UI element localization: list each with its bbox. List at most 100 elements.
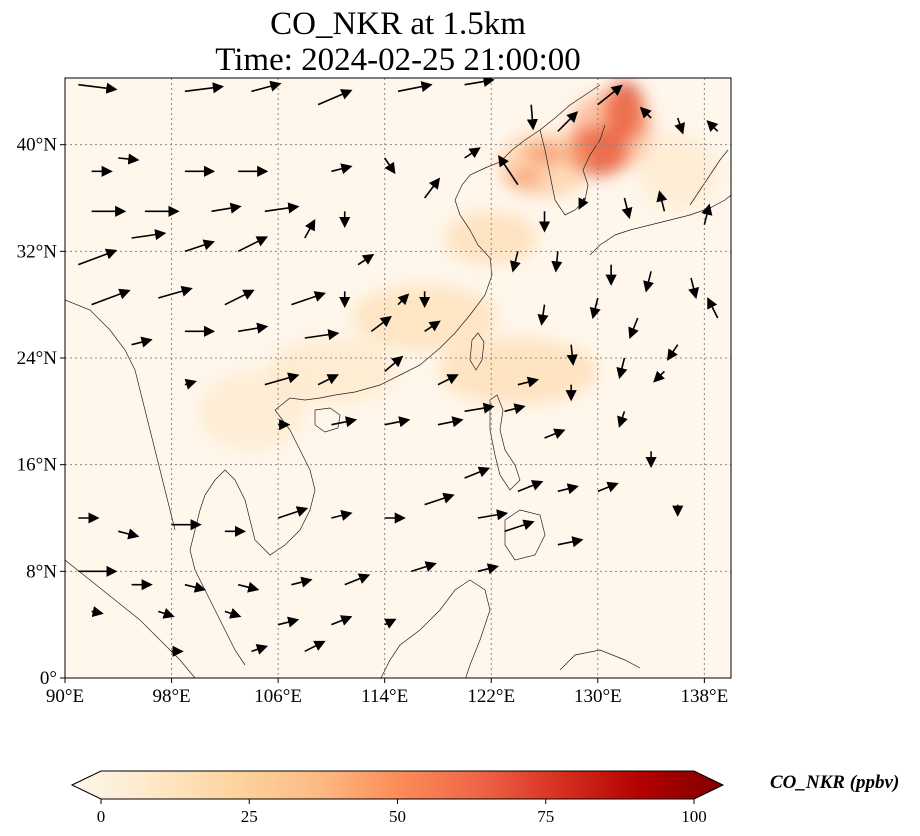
colorbar-tick-label: 100 — [681, 807, 707, 826]
wind-arrow — [384, 618, 397, 629]
wind-arrow — [411, 561, 437, 573]
wind-arrow — [331, 615, 353, 626]
wind-arrow — [131, 229, 167, 241]
wind-arrow — [504, 519, 535, 533]
wind-arrow — [238, 322, 269, 334]
wind-arrow — [566, 344, 578, 366]
wind-arrow — [639, 106, 652, 119]
wind-arrow — [317, 89, 353, 106]
wind-arrow — [384, 416, 411, 428]
wind-arrow — [517, 480, 544, 493]
wind-arrow — [616, 357, 628, 380]
wind-arrow — [304, 329, 340, 341]
coastline-newguinea — [559, 649, 641, 671]
colorbar: 0 25 50 75 100 — [70, 770, 725, 826]
lat-tick-label: 24°N — [17, 348, 58, 369]
co-plume — [637, 131, 718, 212]
wind-arrow — [464, 402, 495, 414]
wind-arrow — [397, 81, 433, 93]
colorbar-gradient — [70, 770, 725, 800]
wind-arrow — [118, 153, 140, 165]
wind-arrow — [211, 202, 242, 214]
lat-tick-label: 16°N — [17, 455, 58, 476]
wind-arrow — [707, 297, 719, 319]
wind-arrow — [158, 285, 193, 299]
map-subtitle-time: Time: 2024-02-25 21:00:00 — [215, 42, 581, 78]
wind-arrow — [251, 644, 269, 655]
map-frame — [64, 77, 732, 679]
coastline-japan — [589, 194, 731, 256]
coastline-korea — [539, 124, 606, 216]
wind-arrow — [706, 120, 719, 132]
wind-arrow — [331, 163, 353, 175]
wind-arrow — [384, 157, 396, 175]
coastline-hainan — [314, 407, 341, 433]
wind-arrow — [509, 251, 521, 273]
wind-arrow — [78, 248, 118, 266]
wind-arrow — [251, 80, 282, 93]
wind-arrow — [184, 581, 206, 593]
co-plume — [198, 371, 305, 452]
wind-arrow — [477, 509, 509, 521]
co-plume — [264, 338, 398, 405]
wind-arrow — [277, 616, 300, 628]
wind-arrow — [688, 277, 700, 300]
wind-arrow — [304, 640, 326, 653]
lon-tick-label: 138°E — [681, 686, 729, 707]
coastline-japan-north — [689, 149, 729, 206]
wind-arrow — [551, 251, 563, 273]
lat-tick-label: 8°N — [26, 561, 57, 582]
wind-arrow — [344, 573, 371, 586]
lon-tick-label: 98°E — [152, 686, 190, 707]
colorbar-tick-label: 50 — [389, 807, 406, 826]
wind-arrow — [477, 563, 500, 575]
wind-arrow — [384, 355, 404, 372]
colorbar-label: CO_NKR (ppbv) — [770, 772, 900, 793]
wind-arrow — [264, 372, 300, 386]
wind-arrow — [184, 82, 225, 94]
wind-arrow — [131, 336, 153, 348]
wind-arrow — [617, 411, 628, 428]
wind-arrow — [526, 104, 538, 131]
wind-arrow — [537, 304, 549, 326]
wind-arrow — [437, 416, 464, 428]
wind-arrow — [331, 416, 358, 428]
wind-arrow — [578, 197, 589, 210]
co-plume — [497, 131, 592, 198]
lat-tick-label: 32°N — [17, 241, 58, 262]
wind-arrow — [157, 607, 175, 619]
wind-arrow — [291, 291, 326, 306]
lon-tick-label: 106°E — [254, 686, 302, 707]
lon-tick-label: 122°E — [467, 686, 515, 707]
wind-arrow — [464, 78, 495, 88]
wind-arrow — [464, 466, 491, 479]
wind-arrow — [643, 271, 654, 293]
wind-arrow — [557, 536, 584, 548]
wind-arrow — [277, 506, 309, 519]
colorbar-ticks: 0 25 50 75 100 — [97, 799, 707, 826]
wind-arrow — [437, 374, 459, 386]
coastline-sumatra — [65, 559, 196, 678]
wind-arrow — [504, 403, 526, 415]
wind-arrow — [78, 82, 118, 94]
lon-tick-label: 130°E — [574, 686, 622, 707]
wind-arrow — [544, 428, 566, 439]
wind-arrow — [589, 297, 601, 320]
wind-arrow — [331, 510, 353, 521]
wind-vectors — [78, 78, 719, 657]
colorbar-tick-label: 25 — [241, 807, 258, 826]
wind-arrow — [291, 576, 313, 588]
wind-arrow — [91, 606, 104, 618]
coastline-luzon — [489, 394, 521, 491]
wind-arrow — [597, 481, 619, 493]
wind-arrow — [118, 528, 140, 540]
wind-arrow — [557, 483, 579, 495]
wind-arrow — [424, 177, 441, 199]
wind-arrow — [597, 84, 623, 106]
coastline-taiwan — [469, 332, 485, 371]
wind-arrow — [304, 219, 316, 239]
wind-arrow — [701, 203, 713, 225]
lon-tick-label: 114°E — [361, 686, 408, 707]
wind-arrow — [397, 293, 410, 306]
